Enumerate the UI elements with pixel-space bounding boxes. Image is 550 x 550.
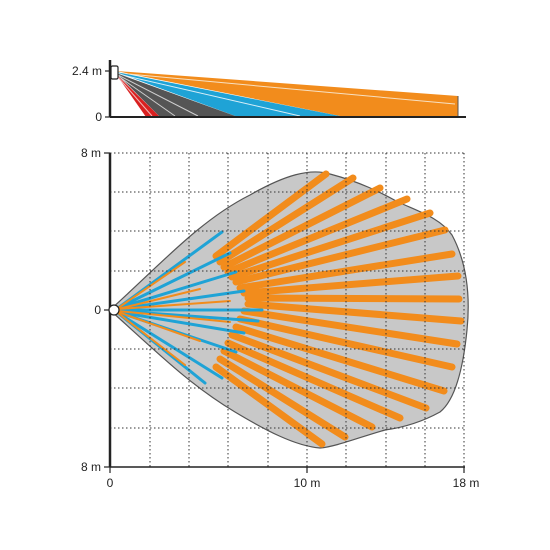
grid xyxy=(110,152,465,467)
long-beam xyxy=(224,195,411,276)
short-beam xyxy=(116,270,238,310)
side-near-highlight-2 xyxy=(117,75,176,117)
sensor-side-icon xyxy=(110,65,119,80)
side-far-zone xyxy=(116,71,458,117)
top-y-label-middle: 0 xyxy=(94,303,101,317)
short-beam xyxy=(116,310,246,335)
long-beam xyxy=(232,226,449,286)
long-beam xyxy=(220,347,376,431)
side-view: 2.4 m 0 xyxy=(72,60,466,124)
side-near-highlight-1 xyxy=(117,74,199,117)
long-beam xyxy=(232,323,448,395)
long-beam xyxy=(228,209,434,281)
side-mid-zone xyxy=(116,72,345,117)
top-view: 8 m 0 8 m 0 10 m 18 m xyxy=(81,146,479,490)
near-beam xyxy=(117,300,231,310)
short-beam xyxy=(116,251,232,310)
side-near-zone xyxy=(116,73,238,117)
long-beam xyxy=(220,184,384,271)
short-beam xyxy=(116,311,224,380)
long-beam xyxy=(212,170,330,260)
top-y-label-top: 8 m xyxy=(81,146,101,160)
near-orange-beams xyxy=(117,261,231,366)
near-beam xyxy=(117,288,201,310)
near-beam xyxy=(117,310,231,323)
long-range-beams xyxy=(212,170,465,448)
sensor-top-icon xyxy=(108,304,120,316)
top-x-label-start: 0 xyxy=(107,476,114,490)
near-beam xyxy=(117,312,186,366)
long-beam xyxy=(224,339,404,422)
long-beam xyxy=(212,363,326,448)
long-beam xyxy=(216,355,349,441)
side-far-highlight xyxy=(116,72,456,105)
side-mid-highlight xyxy=(117,73,301,117)
top-x-label-middle: 10 m xyxy=(294,476,321,490)
long-beam xyxy=(228,331,430,412)
top-x-label-end: 18 m xyxy=(453,476,480,490)
long-beam xyxy=(244,294,463,303)
side-y-label-top: 2.4 m xyxy=(72,64,102,78)
near-beam xyxy=(117,311,201,342)
long-beam xyxy=(240,272,462,297)
top-y-label-bottom: 8 m xyxy=(81,460,101,474)
side-creep-highlight xyxy=(116,75,153,117)
side-creep-zone xyxy=(116,74,160,117)
side-y-label-bottom: 0 xyxy=(95,110,102,124)
short-beam xyxy=(116,289,246,311)
near-beam xyxy=(117,261,186,309)
long-beam xyxy=(240,307,461,348)
long-beam xyxy=(236,315,456,371)
